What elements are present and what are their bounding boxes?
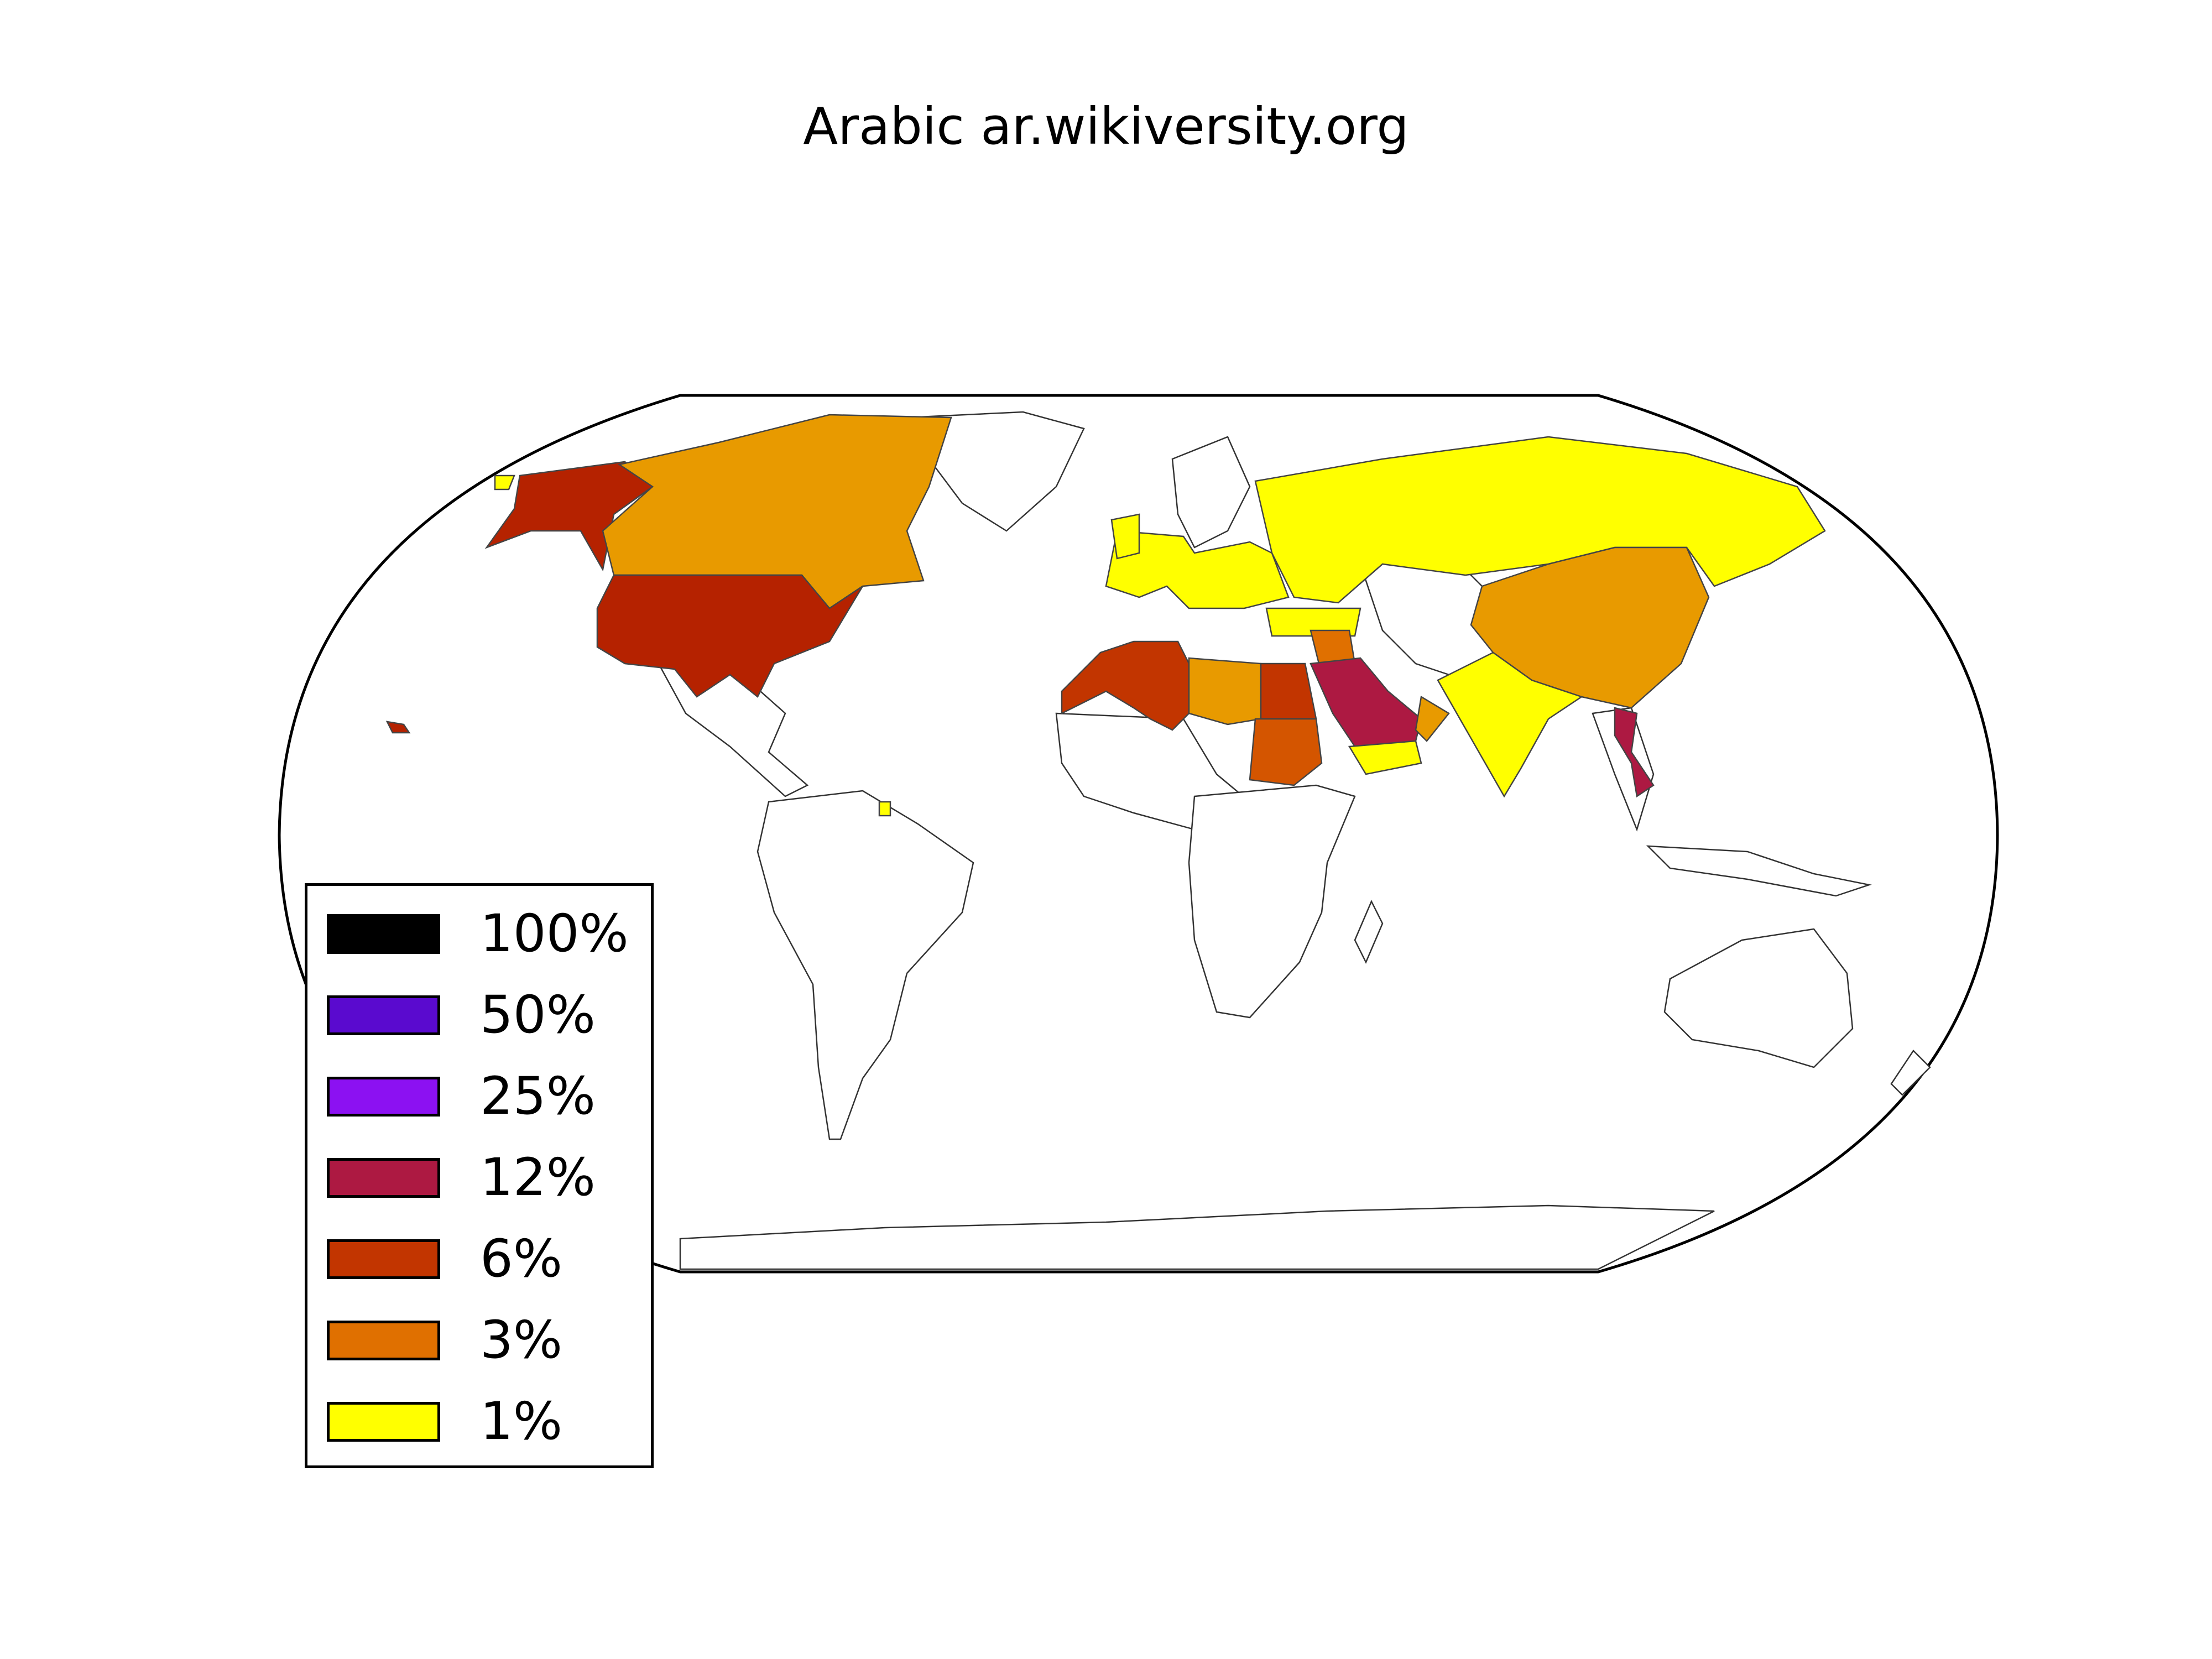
legend-swatch-25 xyxy=(327,1077,440,1117)
region-uk xyxy=(1110,513,1140,560)
region-china xyxy=(1470,546,1710,709)
region-alaska-tip xyxy=(494,474,515,491)
legend-swatch-3 xyxy=(327,1321,440,1360)
map-title: Arabic ar.wikiversity.org xyxy=(803,97,1409,156)
region-turkey xyxy=(1265,607,1361,637)
region-canada xyxy=(602,414,952,609)
antarctica xyxy=(679,1204,1715,1270)
legend-item-1: 1% xyxy=(327,1396,562,1448)
south-america xyxy=(757,790,974,1140)
central-southern-africa xyxy=(1188,784,1356,1019)
region-morocco-algeria xyxy=(1061,640,1190,731)
legend-item-25: 25% xyxy=(327,1071,596,1123)
new-zealand xyxy=(1890,1050,1931,1096)
legend-item-50: 50% xyxy=(327,989,596,1041)
madagascar xyxy=(1354,900,1384,964)
region-sudan xyxy=(1249,718,1323,786)
legend-item-3: 3% xyxy=(327,1314,562,1366)
region-oman xyxy=(1415,695,1450,742)
region-india xyxy=(1437,651,1583,798)
legend-item-12: 12% xyxy=(327,1152,596,1204)
legend-swatch-12 xyxy=(327,1158,440,1198)
region-libya xyxy=(1188,657,1262,726)
legend-label-12: 12% xyxy=(480,1147,596,1208)
legend-label-1: 1% xyxy=(480,1391,563,1452)
legend-item-100: 100% xyxy=(327,908,629,960)
legend: 100% 50% 25% 12% 6% 3% 1% xyxy=(305,883,654,1468)
region-vietnam xyxy=(1614,707,1655,798)
region-western-europe xyxy=(1105,530,1290,609)
legend-label-50: 50% xyxy=(480,985,596,1045)
region-yemen xyxy=(1348,740,1422,775)
legend-label-100: 100% xyxy=(480,904,629,964)
region-united-states xyxy=(596,574,864,698)
legend-label-25: 25% xyxy=(480,1066,596,1126)
scandinavia xyxy=(1171,436,1251,549)
legend-swatch-100 xyxy=(327,914,440,954)
legend-label-3: 3% xyxy=(480,1310,563,1370)
region-guyana xyxy=(878,801,891,817)
legend-swatch-6 xyxy=(327,1239,440,1279)
legend-item-6: 6% xyxy=(327,1233,562,1285)
southeast-asia xyxy=(1592,707,1655,832)
legend-swatch-1 xyxy=(327,1402,440,1442)
region-hawaii xyxy=(385,721,411,734)
legend-label-6: 6% xyxy=(480,1229,563,1289)
indonesia xyxy=(1646,845,1872,897)
australia xyxy=(1663,928,1854,1068)
legend-swatch-50 xyxy=(327,995,440,1035)
